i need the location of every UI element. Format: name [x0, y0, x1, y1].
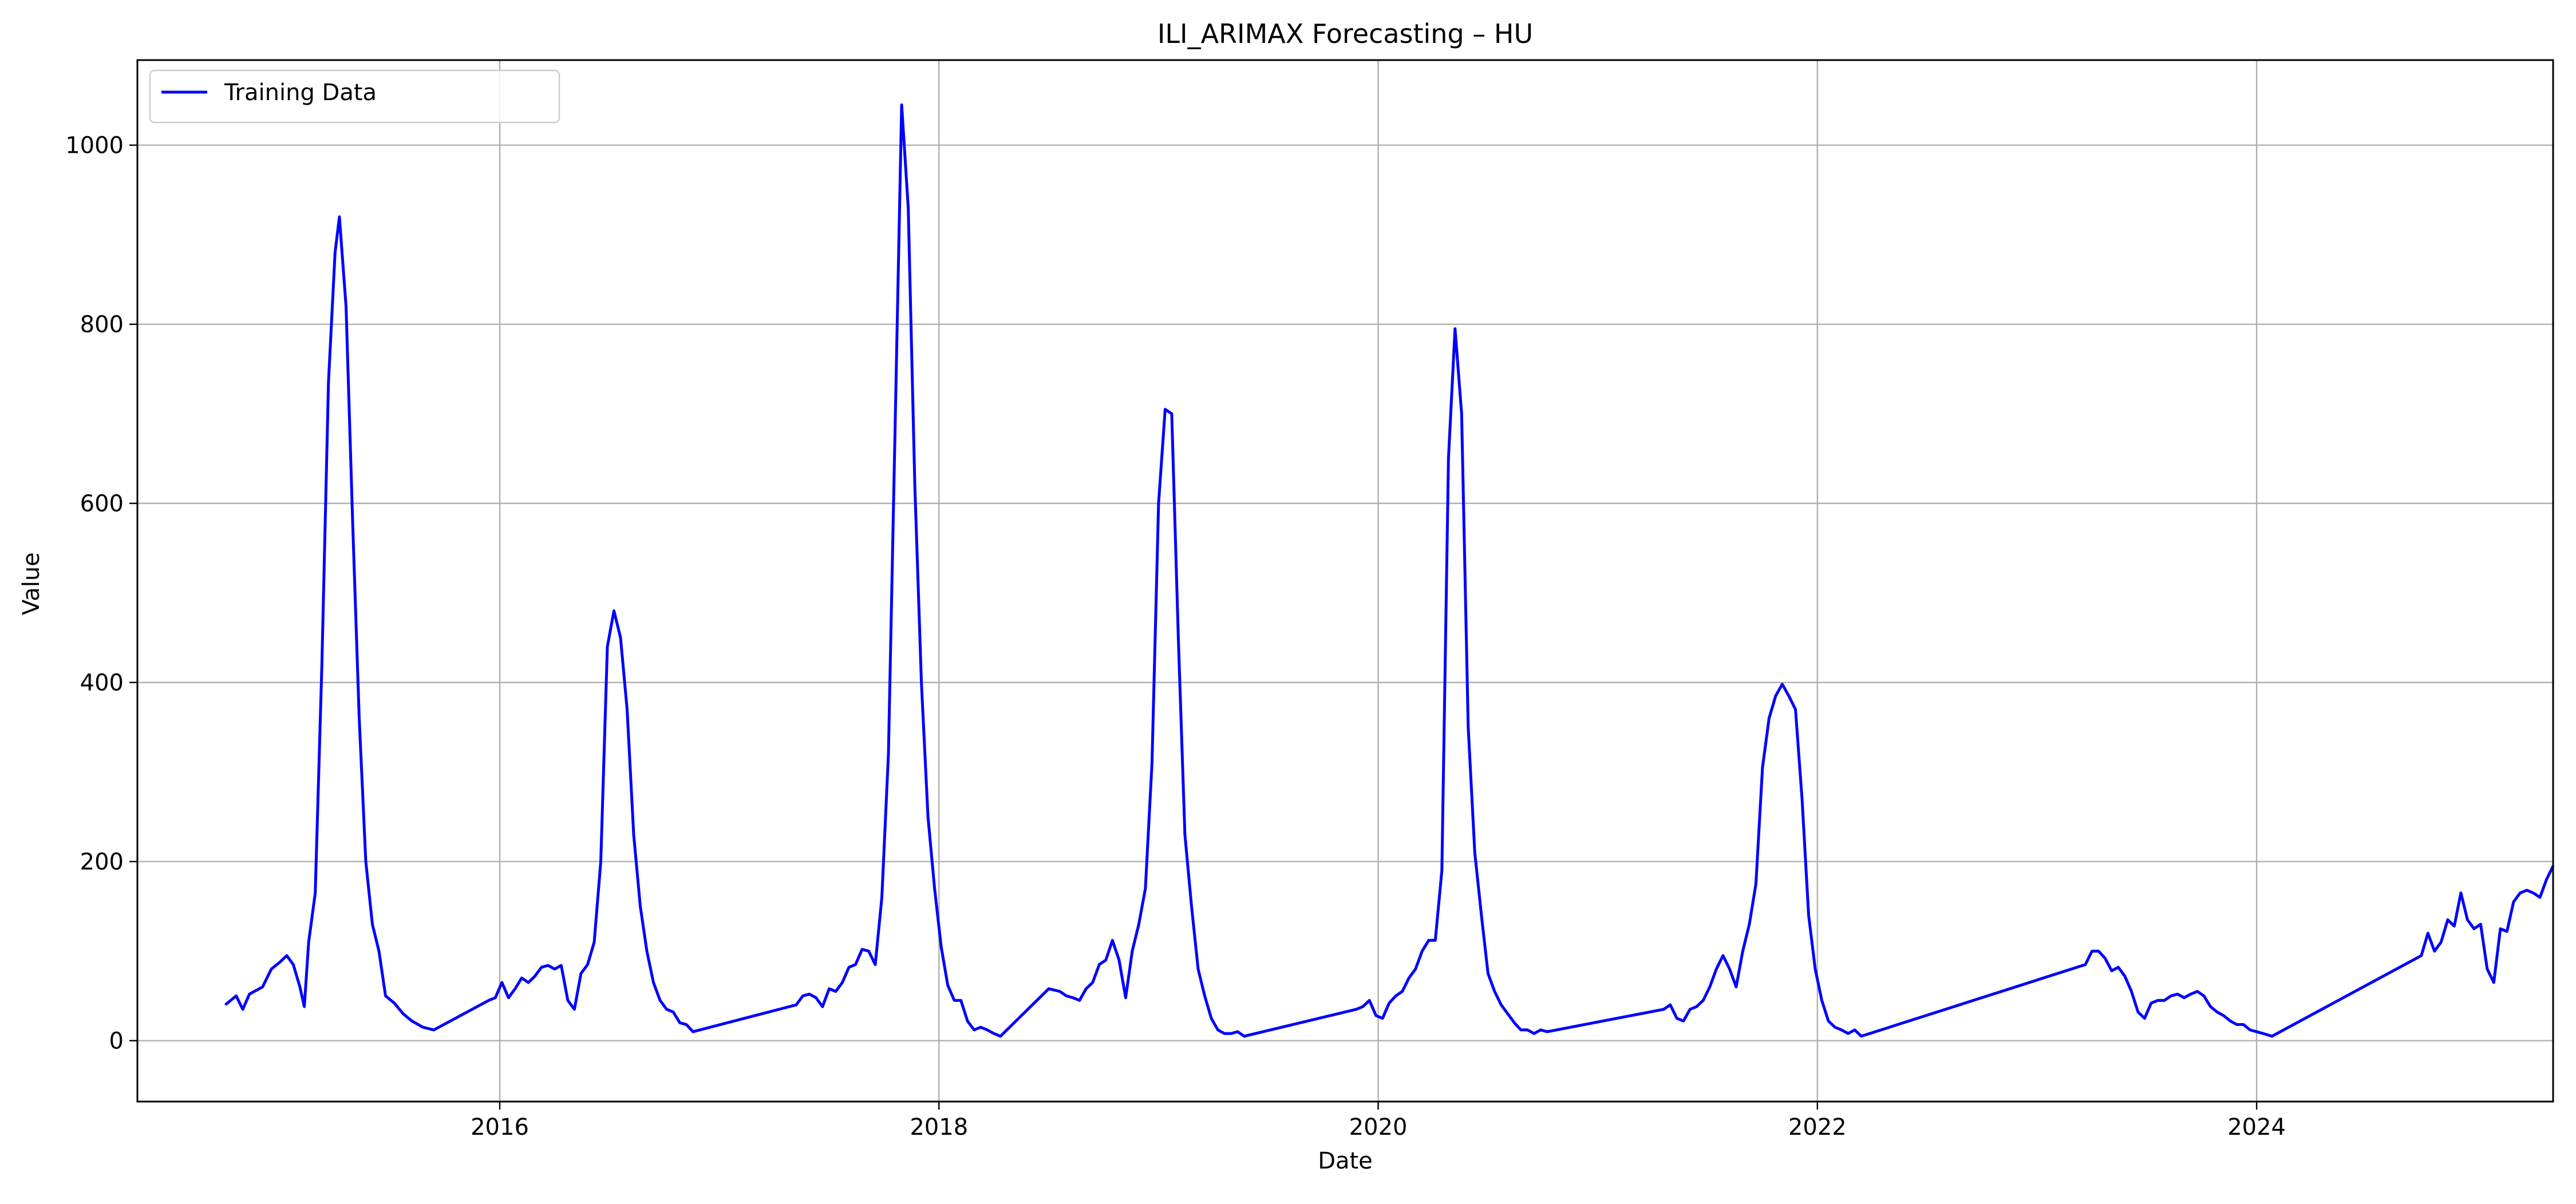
- legend-box: [149, 69, 560, 124]
- x-axis-label: Date: [1318, 1148, 1373, 1174]
- y-tick-label: 1000: [65, 133, 124, 159]
- grid-layer: [137, 60, 2553, 1102]
- x-tick-label: 2024: [2227, 1114, 2286, 1140]
- x-tick-label: 2018: [910, 1114, 968, 1140]
- y-tick-label: 200: [80, 849, 124, 876]
- x-tick-label: 2022: [1788, 1114, 1847, 1140]
- series-line-0: [224, 103, 2555, 1038]
- plot-frame: [136, 59, 2554, 1103]
- y-axis-label: Value: [18, 552, 45, 615]
- chart-title: ILI_ARIMAX Forecasting – HU: [1157, 18, 1533, 49]
- y-tick-label: 600: [80, 491, 124, 517]
- y-tick-label: 800: [80, 312, 124, 338]
- legend-label: Training Data: [224, 80, 377, 106]
- tick-layer: 2016 2018 2020 2022 2024 0 200 400 600 800 1000: [65, 133, 2286, 1140]
- x-tick-label: 2020: [1349, 1114, 1408, 1140]
- x-tick-label: 2016: [471, 1114, 529, 1140]
- series-layer: [224, 103, 2555, 1038]
- legend: Training Data: [149, 69, 560, 124]
- y-tick-label: 400: [80, 670, 124, 696]
- y-tick-label: 0: [109, 1028, 124, 1055]
